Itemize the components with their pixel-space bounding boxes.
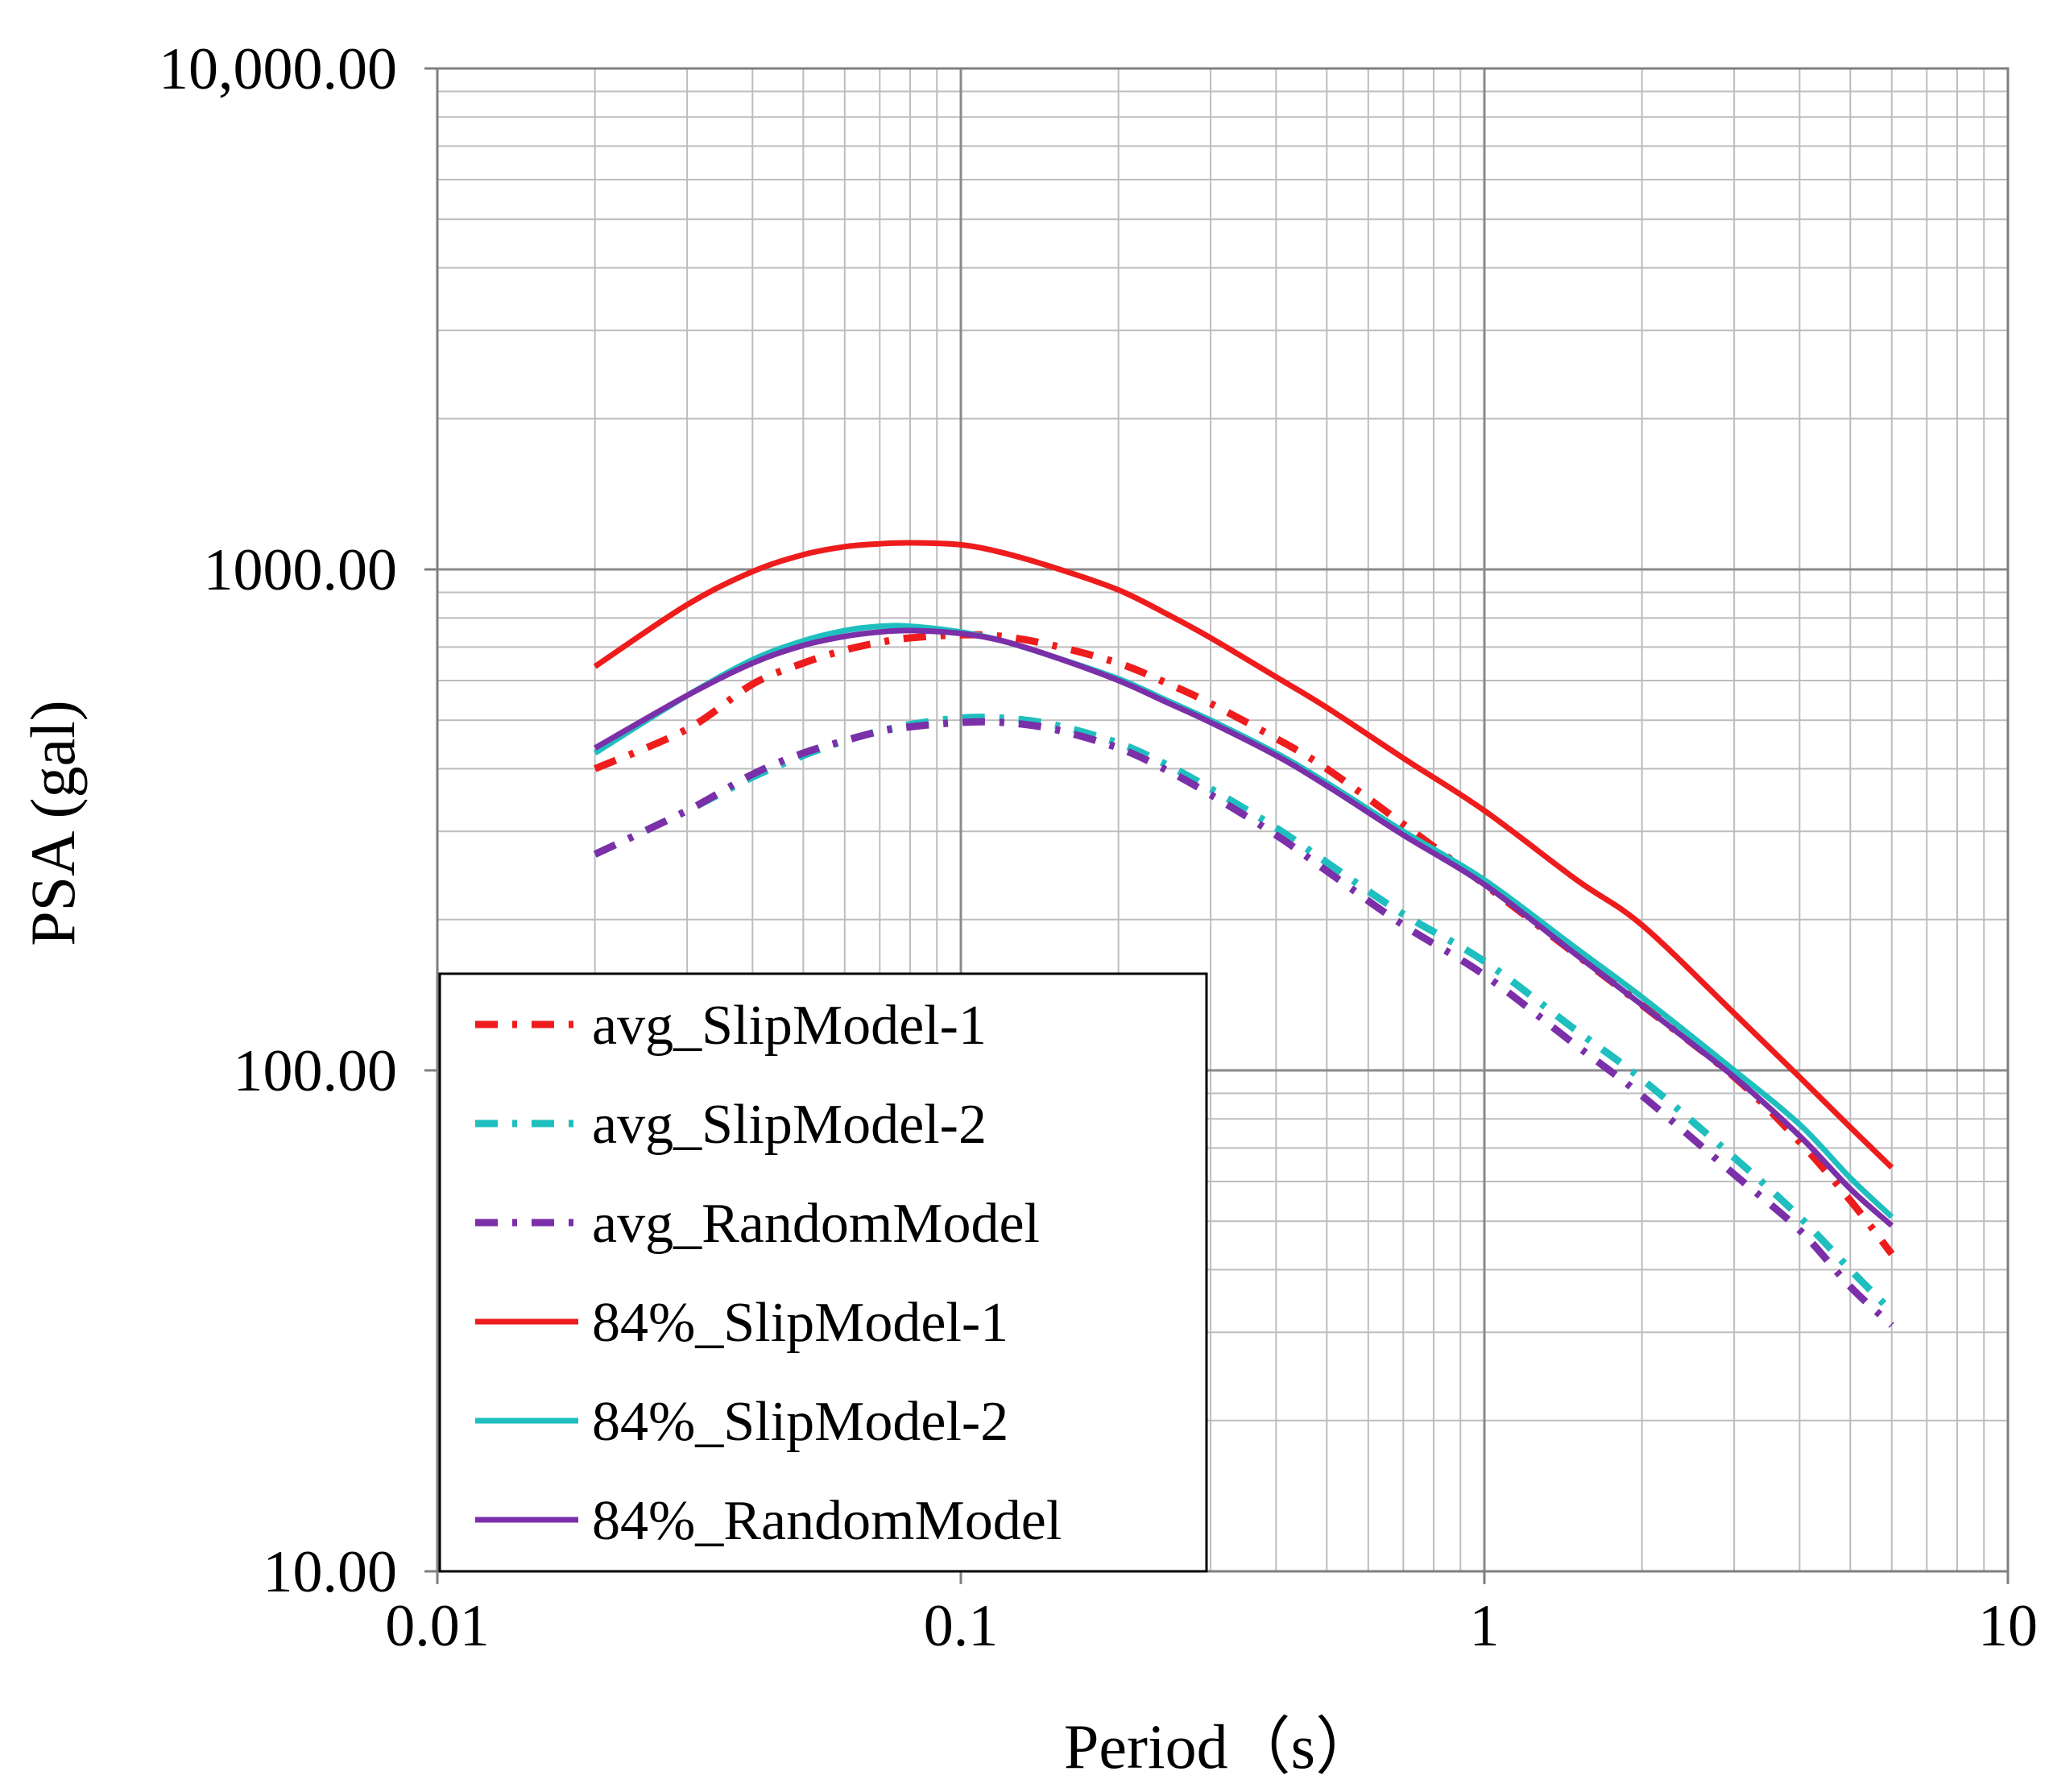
series-line-avg-randommodel: [593, 718, 1894, 1328]
legend-entry: avg_RandomModel: [475, 1193, 1040, 1255]
x-tick-label: 10: [1978, 1593, 2038, 1659]
legend-label: avg_RandomModel: [592, 1193, 1040, 1255]
series-lines: [593, 540, 1895, 1328]
legend: avg_SlipModel-1 avg_SlipModel-2 avg_Random…: [438, 972, 1208, 1573]
axis-tick-marks: [424, 67, 2010, 1584]
minor-gridlines: [437, 68, 2008, 1571]
y-tick-label: 10,000.00: [159, 36, 397, 102]
legend-box: [438, 972, 1208, 1573]
y-tick-label: 100.00: [234, 1038, 398, 1104]
x-tick-label: 0.01: [385, 1593, 490, 1659]
legend-entry: avg_SlipModel-1: [475, 995, 987, 1057]
legend-entry: 84%_RandomModel: [475, 1490, 1062, 1552]
x-tick-label: 1: [1470, 1593, 1500, 1659]
legend-label: 84%_SlipModel-1: [592, 1292, 1008, 1354]
series-line-avg-slipmodel-2: [593, 714, 1895, 1314]
series-line-84-randommodel: [593, 627, 1894, 1228]
x-axis-tick-labels: 0.01 0.1 1 10: [385, 1593, 2038, 1659]
x-axis-title: Period（s）: [1064, 1711, 1378, 1782]
plot-area-border: [436, 67, 2010, 1573]
legend-label: avg_SlipModel-1: [592, 995, 987, 1057]
legend-entry: avg_SlipModel-2: [475, 1094, 987, 1156]
y-axis-tick-labels: 10.00 100.00 1000.00 10,000.00: [159, 36, 397, 1605]
series-line-84-slipmodel-1: [593, 540, 1894, 1170]
y-tick-label: 1000.00: [204, 537, 398, 603]
legend-label: 84%_RandomModel: [592, 1490, 1062, 1552]
legend-label: 84%_SlipModel-2: [592, 1391, 1008, 1453]
legend-entry: 84%_SlipModel-1: [475, 1292, 1008, 1354]
legend-label: avg_SlipModel-2: [592, 1094, 987, 1156]
y-tick-label: 10.00: [263, 1539, 398, 1605]
x-tick-label: 0.1: [924, 1593, 999, 1659]
legend-entry: 84%_SlipModel-2: [475, 1391, 1008, 1453]
y-axis-title: PSA (gal): [18, 700, 88, 946]
